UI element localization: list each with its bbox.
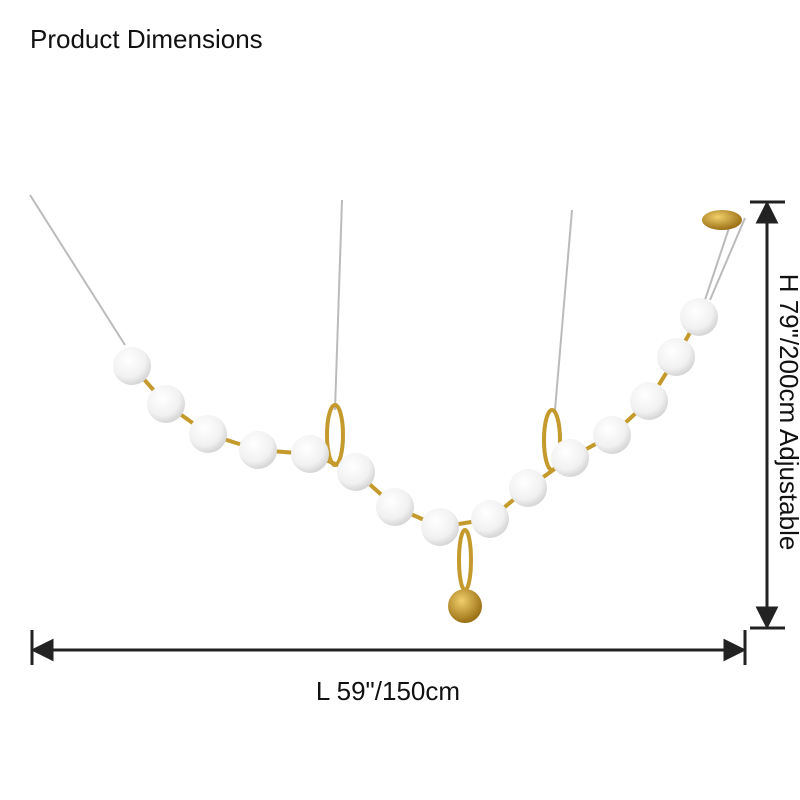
- title: Product Dimensions: [30, 24, 263, 54]
- length-label: L 59"/150cm: [316, 676, 460, 706]
- glass-globes: [113, 298, 718, 546]
- canopy: [702, 210, 742, 230]
- length-arrow: [30, 630, 747, 665]
- height-label: H 79"/200cm Adjustable: [774, 274, 800, 551]
- suspension-wires: [29, 194, 746, 411]
- height-arrow: [750, 200, 785, 630]
- pendant-ball: [448, 589, 482, 623]
